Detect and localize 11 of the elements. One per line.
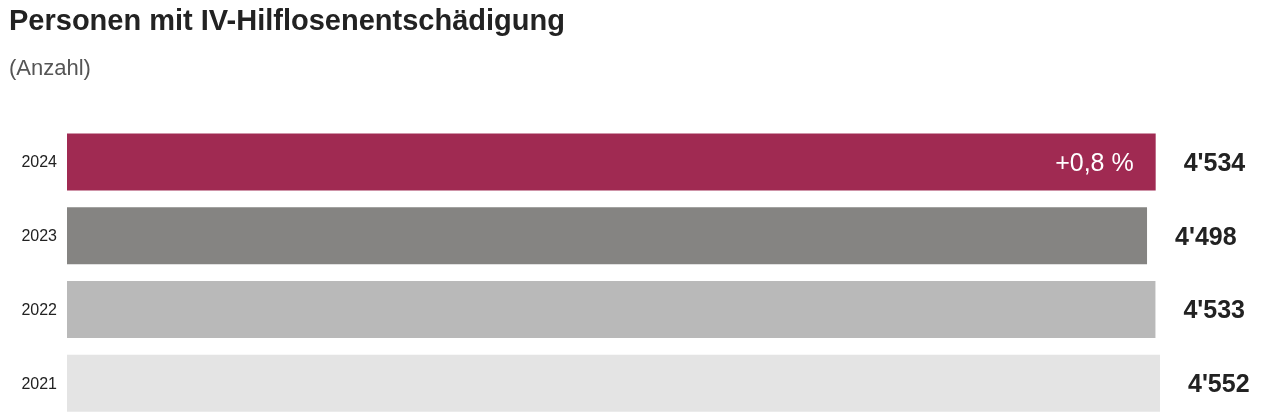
annotation: +0,8 %	[1055, 147, 1134, 176]
y-tick-label: 2021	[21, 374, 58, 392]
chart-title: Personen mit IV-Hilflosenentschädigung	[9, 3, 565, 36]
y-tick-label: 2023	[21, 227, 58, 245]
y-tick-label: 2022	[21, 300, 58, 318]
data-label: 4'534	[1183, 147, 1246, 176]
data-label: 4'498	[1175, 221, 1237, 250]
chart-subtitle: (Anzahl)	[9, 54, 91, 80]
y-tick-label: 2024	[21, 153, 58, 171]
data-label: 4'533	[1183, 295, 1245, 324]
data-label: 4'552	[1188, 369, 1250, 398]
